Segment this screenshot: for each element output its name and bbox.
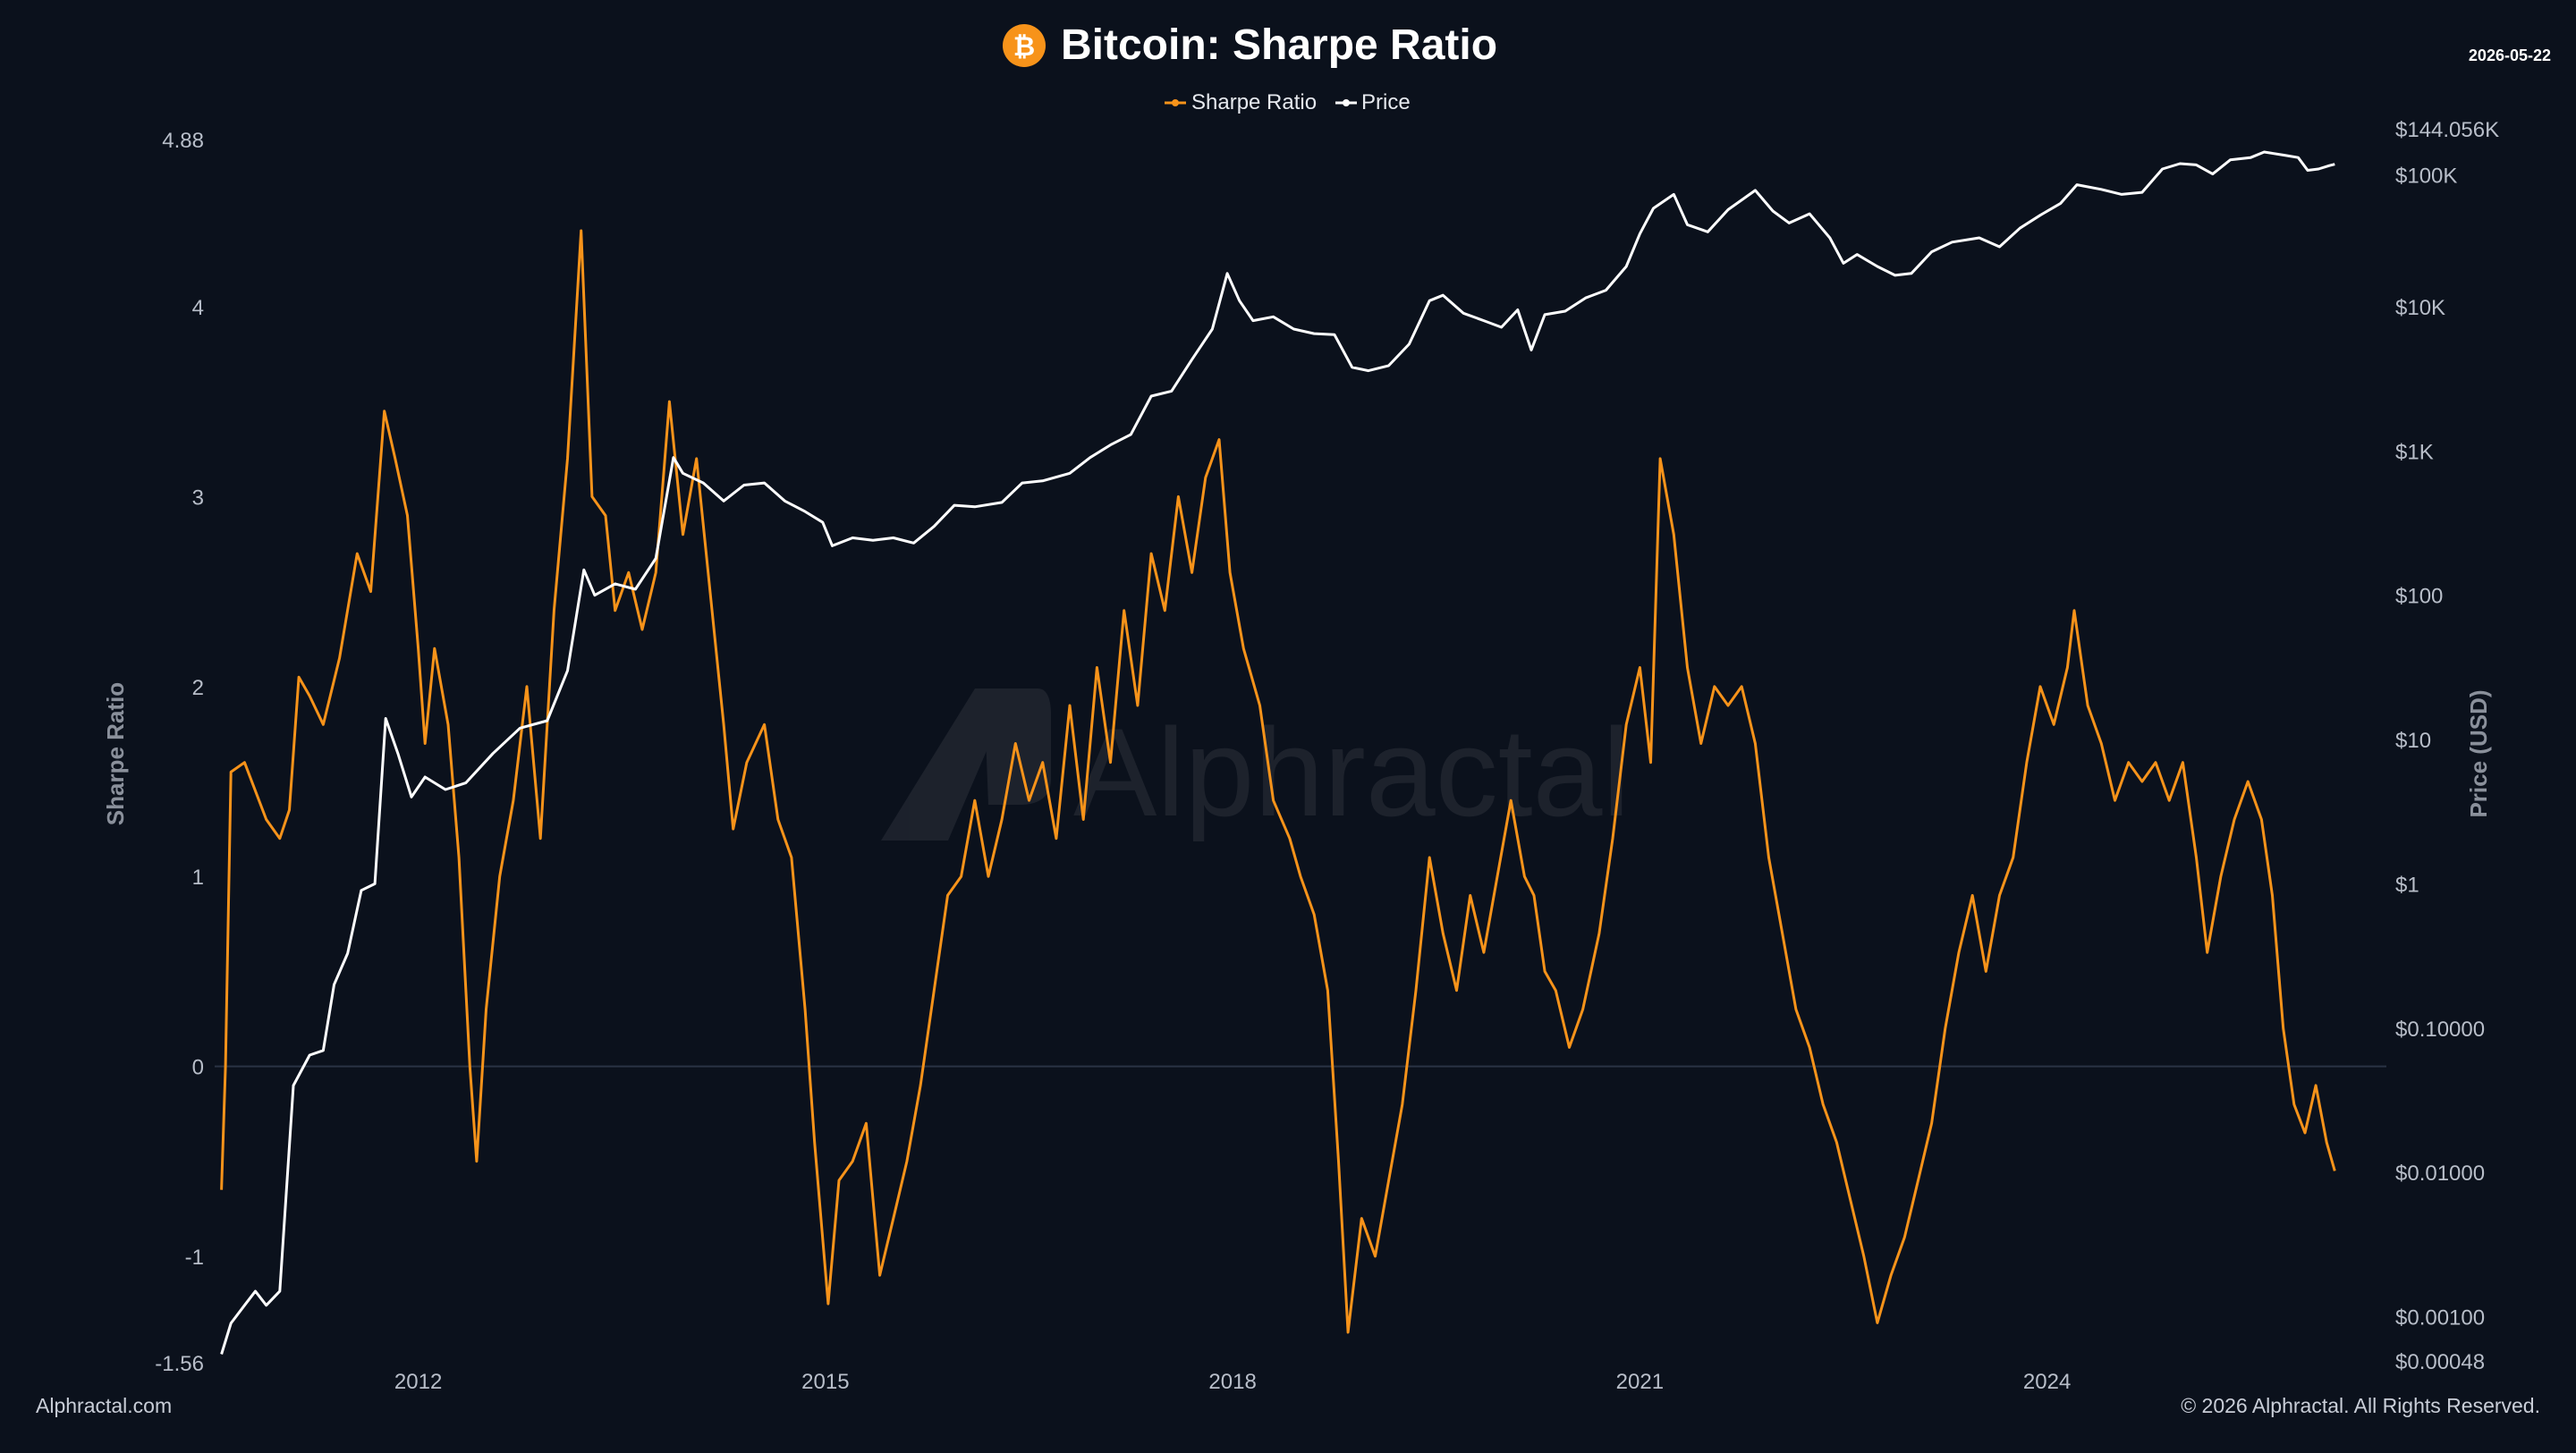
y-left-axis-title: Sharpe Ratio [102, 682, 129, 825]
y-right-tick-label: $10 [2395, 729, 2431, 753]
bitcoin-icon [1003, 24, 1046, 67]
y-left-axis: 4.88 4 3 2 1 0 -1 -1.56 [155, 129, 204, 1376]
x-tick-label: 2012 [394, 1370, 442, 1394]
y-right-tick-label: $10K [2395, 296, 2445, 320]
chart-title: Bitcoin: Sharpe Ratio [1061, 21, 1497, 69]
y-left-tick-label: 3 [192, 486, 204, 510]
series-line-sharpe-ratio [220, 229, 2336, 1334]
series-line-price [220, 150, 2335, 1355]
y-left-tick-label: 2 [192, 676, 204, 700]
watermark-logo-icon [881, 688, 1051, 841]
legend-item-sharpe-ratio[interactable]: Sharpe Ratio [1165, 90, 1317, 114]
footer-site-link[interactable]: Alphractal.com [36, 1394, 173, 1417]
y-left-tick-label: 0 [192, 1056, 204, 1080]
x-tick-label: 2018 [1208, 1370, 1256, 1394]
y-right-tick-label: $100 [2395, 585, 2443, 609]
y-left-tick-label: -1 [185, 1246, 204, 1270]
chart-date: 2026-05-22 [2469, 46, 2551, 64]
y-right-tick-label: $1 [2395, 873, 2419, 897]
y-right-tick-label: $144.056K [2395, 118, 2499, 142]
legend-label-sharpe-ratio: Sharpe Ratio [1191, 90, 1317, 114]
y-right-tick-label: $0.10000 [2395, 1018, 2485, 1042]
y-left-tick-label: 4 [192, 296, 204, 320]
x-axis: 2012 2015 2018 2021 2024 [394, 1370, 2071, 1394]
x-tick-label: 2021 [1616, 1370, 1664, 1394]
y-right-tick-label: $1K [2395, 440, 2434, 464]
y-right-axis: $144.056K $100K $10K $1K $100 $10 $1 $0.10000 $0… [2395, 118, 2499, 1374]
y-right-axis-title: Price (USD) [2465, 689, 2492, 817]
y-left-tick-label: 4.88 [162, 129, 204, 153]
y-left-tick-label: -1.56 [155, 1352, 204, 1376]
footer-copyright: © 2026 Alphractal. All Rights Reserved. [2181, 1394, 2540, 1417]
watermark: Alphractal [881, 688, 1631, 842]
x-tick-label: 2024 [2023, 1370, 2071, 1394]
y-left-tick-label: 1 [192, 866, 204, 890]
legend-item-price[interactable]: Price [1335, 90, 1411, 114]
bitcoin-icon-glyph: ₿ [1013, 32, 1035, 62]
chart-header: ₿ Bitcoin: Sharpe Ratio 2026-05-22 [1003, 21, 2551, 69]
x-tick-label: 2015 [801, 1370, 849, 1394]
legend-label-price: Price [1361, 90, 1411, 114]
y-right-tick-label: $0.01000 [2395, 1162, 2485, 1186]
y-right-tick-label: $100K [2395, 165, 2457, 189]
chart-legend[interactable]: Sharpe Ratio Price [1165, 90, 1411, 114]
y-right-tick-label: $0.00100 [2395, 1306, 2485, 1331]
y-right-tick-label: $0.00048 [2395, 1350, 2485, 1374]
watermark-text: Alphractal [1073, 702, 1631, 842]
